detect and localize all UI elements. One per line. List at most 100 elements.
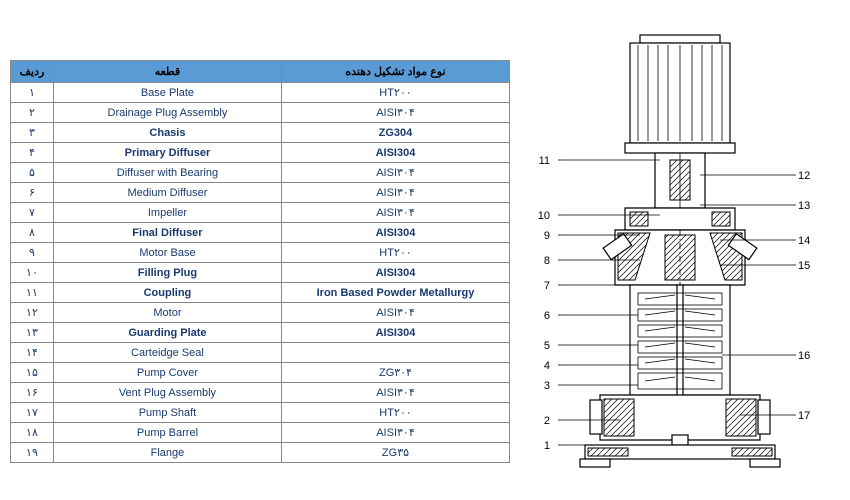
table-row: ۱۶Vent Plug AssemblyAISI۳۰۴ (11, 383, 510, 403)
cell-idx: ۹ (11, 243, 54, 263)
callout-number: 17 (798, 410, 810, 422)
cell-material (281, 343, 509, 363)
table-row: ۱Base PlateHT۲۰۰ (11, 83, 510, 103)
cell-material: AISI۳۰۴ (281, 103, 509, 123)
cell-part: Impeller (53, 203, 281, 223)
header-part: قطعه (53, 61, 281, 83)
cell-material: AISI۳۰۴ (281, 163, 509, 183)
callout-number: 12 (798, 170, 810, 182)
cell-part: Motor (53, 303, 281, 323)
cell-idx: ۷ (11, 203, 54, 223)
cell-idx: ۲ (11, 103, 54, 123)
cell-material: AISI۳۰۴ (281, 303, 509, 323)
cell-idx: ۱۹ (11, 443, 54, 463)
cell-idx: ۱۶ (11, 383, 54, 403)
table-row: ۱۷Pump ShaftHT۲۰۰ (11, 403, 510, 423)
cell-idx: ۱۱ (11, 283, 54, 303)
table-body: ۱Base PlateHT۲۰۰۲Drainage Plug AssemblyA… (11, 83, 510, 463)
cell-part: Carteidge Seal (53, 343, 281, 363)
table-row: ۳ChasisZG304 (11, 123, 510, 143)
callout-number: 8 (544, 255, 550, 267)
drainage-plug (672, 435, 688, 445)
callout-number: 5 (544, 340, 550, 352)
diagram-section: 1110987654321 121314151617 (530, 20, 840, 480)
cell-part: Chasis (53, 123, 281, 143)
cell-part: Motor Base (53, 243, 281, 263)
callout-number: 11 (539, 155, 550, 167)
cell-idx: ۴ (11, 143, 54, 163)
cell-material: AISI۳۰۴ (281, 423, 509, 443)
table-row: ۸Final DiffuserAISI304 (11, 223, 510, 243)
cell-idx: ۱۷ (11, 403, 54, 423)
callout-number: 2 (544, 415, 550, 427)
main-container: ردیف قطعه نوع مواد تشکیل دهنده ۱Base Pla… (0, 0, 850, 500)
cell-part: Drainage Plug Assembly (53, 103, 281, 123)
cell-part: Final Diffuser (53, 223, 281, 243)
cell-part: Filling Plug (53, 263, 281, 283)
cell-material: AISI304 (281, 263, 509, 283)
table-row: ۱۴Carteidge Seal (11, 343, 510, 363)
table-row: ۱۰Filling PlugAISI304 (11, 263, 510, 283)
flange-right (758, 400, 770, 434)
cell-idx: ۶ (11, 183, 54, 203)
cell-idx: ۳ (11, 123, 54, 143)
pump-diagram: 1110987654321 121314151617 (530, 25, 830, 485)
callout-number: 14 (798, 235, 810, 247)
table-row: ۱۹FlangeZG۳۵ (11, 443, 510, 463)
header-idx: ردیف (11, 61, 54, 83)
table-row: ۴Primary DiffuserAISI304 (11, 143, 510, 163)
callout-number: 6 (544, 310, 550, 322)
cell-material: AISI304 (281, 223, 509, 243)
callout-number: 4 (544, 360, 550, 372)
cell-material: AISI304 (281, 143, 509, 163)
table-section: ردیف قطعه نوع مواد تشکیل دهنده ۱Base Pla… (10, 20, 530, 480)
cell-part: Diffuser with Bearing (53, 163, 281, 183)
callout-number: 13 (798, 200, 810, 212)
cell-material: HT۲۰۰ (281, 403, 509, 423)
cell-part: Pump Barrel (53, 423, 281, 443)
cell-part: Pump Shaft (53, 403, 281, 423)
table-row: ۲Drainage Plug AssemblyAISI۳۰۴ (11, 103, 510, 123)
cell-part: Coupling (53, 283, 281, 303)
cell-idx: ۱۰ (11, 263, 54, 283)
table-row: ۱۵Pump CoverZG۳۰۴ (11, 363, 510, 383)
cell-material: ZG۳۰۴ (281, 363, 509, 383)
table-row: ۷ImpellerAISI۳۰۴ (11, 203, 510, 223)
cell-part: Primary Diffuser (53, 143, 281, 163)
cell-part: Guarding Plate (53, 323, 281, 343)
cell-part: Flange (53, 443, 281, 463)
cell-idx: ۱۴ (11, 343, 54, 363)
motor-flange (625, 143, 735, 153)
callout-number: 3 (544, 380, 550, 392)
cell-part: Medium Diffuser (53, 183, 281, 203)
table-row: ۱۸Pump BarrelAISI۳۰۴ (11, 423, 510, 443)
callout-number: 1 (544, 440, 550, 452)
parts-table: ردیف قطعه نوع مواد تشکیل دهنده ۱Base Pla… (10, 60, 510, 463)
callout-number: 9 (544, 230, 550, 242)
flange-left (590, 400, 602, 434)
cell-idx: ۵ (11, 163, 54, 183)
cell-material: ZG۳۵ (281, 443, 509, 463)
cell-idx: ۱۲ (11, 303, 54, 323)
cell-material: AISI۳۰۴ (281, 183, 509, 203)
callout-number: 10 (538, 210, 550, 222)
header-material: نوع مواد تشکیل دهنده (281, 61, 509, 83)
cell-idx: ۱۳ (11, 323, 54, 343)
cell-idx: ۱ (11, 83, 54, 103)
cell-part: Base Plate (53, 83, 281, 103)
table-row: ۹Motor BaseHT۲۰۰ (11, 243, 510, 263)
cell-part: Vent Plug Assembly (53, 383, 281, 403)
cell-material: HT۲۰۰ (281, 243, 509, 263)
table-row: ۱۲MotorAISI۳۰۴ (11, 303, 510, 323)
cell-material: ZG304 (281, 123, 509, 143)
table-row: ۱۳Guarding PlateAISI304 (11, 323, 510, 343)
cell-material: HT۲۰۰ (281, 83, 509, 103)
cell-material: Iron Based Powder Metallurgy (281, 283, 509, 303)
cell-material: AISI۳۰۴ (281, 203, 509, 223)
cell-idx: ۸ (11, 223, 54, 243)
cell-material: AISI304 (281, 323, 509, 343)
motor-cap (640, 35, 720, 43)
table-row: ۱۱CouplingIron Based Powder Metallurgy (11, 283, 510, 303)
callout-number: 16 (798, 350, 810, 362)
table-row: ۶Medium DiffuserAISI۳۰۴ (11, 183, 510, 203)
